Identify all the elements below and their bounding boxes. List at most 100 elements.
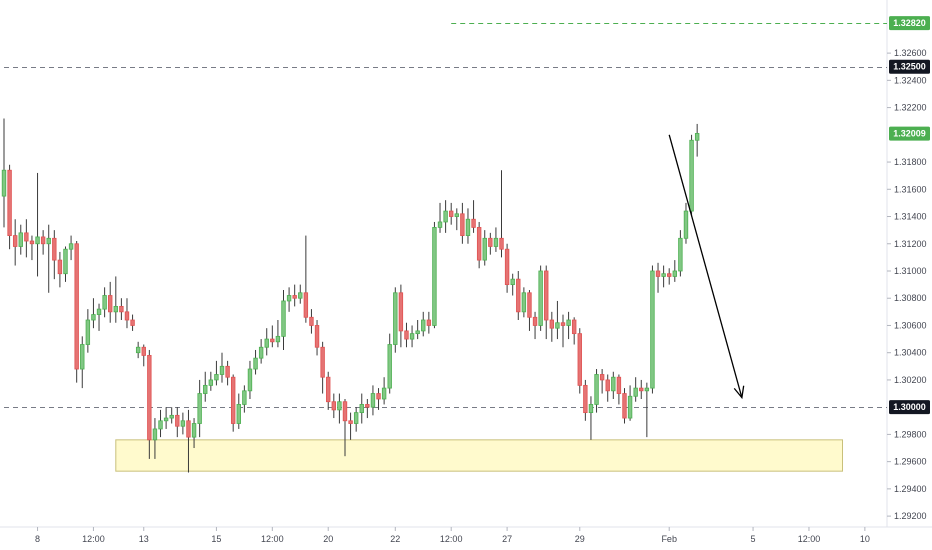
time-tick-label: 8 <box>35 534 40 544</box>
price-tick-label: 1.31800 <box>894 157 927 167</box>
candle-body <box>694 133 700 141</box>
candle-body <box>689 139 694 212</box>
candle <box>471 200 476 233</box>
time-tick-label: 12:00 <box>798 534 821 544</box>
price-tag: 1.32009 <box>889 126 930 141</box>
candle-body <box>63 248 68 275</box>
candle-body <box>404 330 409 340</box>
candle <box>320 341 325 394</box>
price-tick-label: 1.29400 <box>894 484 927 494</box>
candle <box>448 202 454 225</box>
price-tag-box <box>889 126 930 141</box>
candle <box>7 164 12 250</box>
candle-body <box>538 270 543 326</box>
candle-body <box>599 374 605 381</box>
candle-body <box>286 295 292 302</box>
candle-body <box>504 248 510 286</box>
candle <box>298 284 303 304</box>
candle <box>639 379 644 399</box>
candle-body <box>219 365 225 375</box>
candle-body <box>12 235 18 247</box>
time-tick-label: 12:00 <box>82 534 105 544</box>
candle <box>499 170 504 258</box>
candle-body <box>678 237 683 272</box>
candle <box>1 118 7 228</box>
candle <box>230 374 236 432</box>
candle <box>560 314 566 348</box>
candle-body <box>275 335 281 343</box>
candle-body <box>544 270 549 321</box>
candle-body <box>365 404 370 408</box>
candle-body <box>454 213 459 217</box>
candle <box>365 398 370 419</box>
candle <box>683 202 689 244</box>
candle-body <box>571 319 577 335</box>
candle <box>331 393 337 419</box>
candle <box>627 385 633 421</box>
candle <box>80 336 85 389</box>
time-tick-label: 5 <box>751 534 756 544</box>
candle <box>577 328 582 394</box>
candle <box>454 208 459 231</box>
candle <box>521 287 527 318</box>
candle <box>437 202 443 233</box>
candle-body <box>482 237 487 261</box>
candle <box>432 221 437 329</box>
candle-body <box>158 420 163 430</box>
projection-arrow <box>668 134 745 400</box>
candle <box>96 303 102 331</box>
candle-body <box>437 221 443 228</box>
price-axis[interactable]: 1.32600 1.32400 1.32200 1.31800 1.31600 1.314… <box>887 48 927 521</box>
candle-body <box>381 387 387 400</box>
candle <box>678 230 683 277</box>
candle <box>326 371 331 410</box>
candle-body <box>7 169 12 236</box>
candle <box>169 407 174 424</box>
price-tick-label: 1.31400 <box>894 212 927 222</box>
candle-body <box>398 292 404 332</box>
candle-body <box>337 401 342 411</box>
candle <box>119 298 124 321</box>
price-tick-label: 1.32200 <box>894 103 927 113</box>
candle-body <box>80 344 85 370</box>
candle <box>622 388 627 424</box>
candle <box>644 382 650 438</box>
candle-body <box>191 423 197 438</box>
candle <box>538 265 543 331</box>
candles <box>1 118 700 473</box>
price-tag-box <box>889 400 930 415</box>
candle <box>476 221 482 269</box>
candle <box>460 202 465 244</box>
candle-body <box>555 322 560 329</box>
price-tag-label: 1.32500 <box>893 62 926 72</box>
candle-body <box>616 376 622 394</box>
candle-body <box>499 237 504 250</box>
candle <box>152 418 158 459</box>
price-tick-label: 1.31200 <box>894 239 927 249</box>
candle <box>197 379 202 438</box>
candle <box>404 322 409 348</box>
candle-body <box>639 387 644 392</box>
candle-body <box>208 379 214 386</box>
time-axis[interactable]: 8 12:00 13 15 12:00 20 22 12:00 27 29 Feb 5 12:00 10 <box>35 527 870 544</box>
candle-body <box>527 292 532 318</box>
candle <box>611 371 616 399</box>
candle <box>175 407 180 438</box>
candle-body <box>426 319 432 326</box>
candle-body <box>85 319 91 345</box>
time-tick-label: 10 <box>860 534 870 544</box>
candle <box>527 290 532 331</box>
candle-body <box>605 379 610 392</box>
candle-body <box>633 387 638 397</box>
candle <box>555 300 560 340</box>
candle-body <box>465 218 471 236</box>
candle-body <box>247 368 253 392</box>
candle <box>236 393 241 429</box>
candle <box>337 393 342 424</box>
candle <box>594 369 599 413</box>
candle <box>91 298 96 329</box>
candle-body <box>91 314 96 321</box>
candle <box>443 200 448 233</box>
candle <box>353 407 359 432</box>
